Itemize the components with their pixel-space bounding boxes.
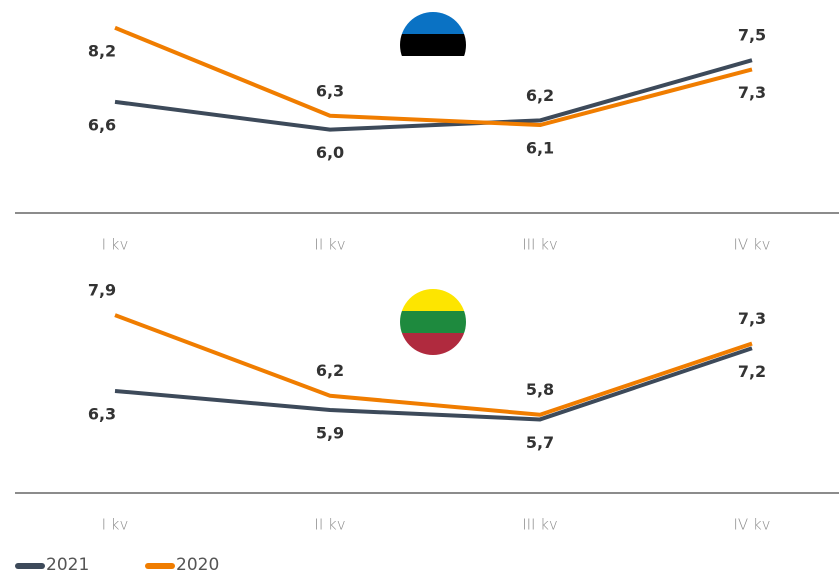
x-tick-label: IV kv bbox=[733, 236, 770, 254]
data-label: 6,3 bbox=[316, 81, 344, 100]
estonia-flag bbox=[400, 12, 466, 78]
data-label: 5,7 bbox=[526, 433, 554, 452]
data-label: 6,3 bbox=[88, 404, 116, 423]
data-label: 6,2 bbox=[526, 86, 554, 105]
x-tick-label: I kv bbox=[102, 516, 129, 534]
x-tick-label: III kv bbox=[522, 516, 558, 534]
line bbox=[114, 25, 753, 128]
data-label: 7,3 bbox=[738, 309, 766, 328]
data-label: 6,1 bbox=[526, 139, 554, 158]
line bbox=[114, 58, 753, 132]
x-tick-label: III kv bbox=[522, 236, 558, 254]
data-label: 7,5 bbox=[738, 26, 766, 45]
line bbox=[114, 346, 753, 422]
data-label: 7,3 bbox=[738, 83, 766, 102]
data-label: 8,2 bbox=[88, 41, 116, 60]
x-tick-label: II kv bbox=[314, 236, 345, 254]
data-label: 6,0 bbox=[316, 143, 344, 162]
data-label: 7,9 bbox=[88, 281, 116, 300]
data-label: 5,8 bbox=[526, 380, 554, 399]
x-tick-label: II kv bbox=[314, 516, 345, 534]
legend-label: 2021 bbox=[46, 555, 89, 574]
data-label: 6,6 bbox=[88, 115, 116, 134]
line bbox=[114, 313, 753, 417]
x-tick-label: I kv bbox=[102, 236, 129, 254]
data-label: 7,2 bbox=[738, 362, 766, 381]
data-label: 5,9 bbox=[316, 423, 344, 442]
lithuania-flag bbox=[400, 289, 466, 355]
x-tick-label: IV kv bbox=[733, 516, 770, 534]
legend-label: 2020 bbox=[176, 555, 219, 574]
data-label: 6,2 bbox=[316, 361, 344, 380]
